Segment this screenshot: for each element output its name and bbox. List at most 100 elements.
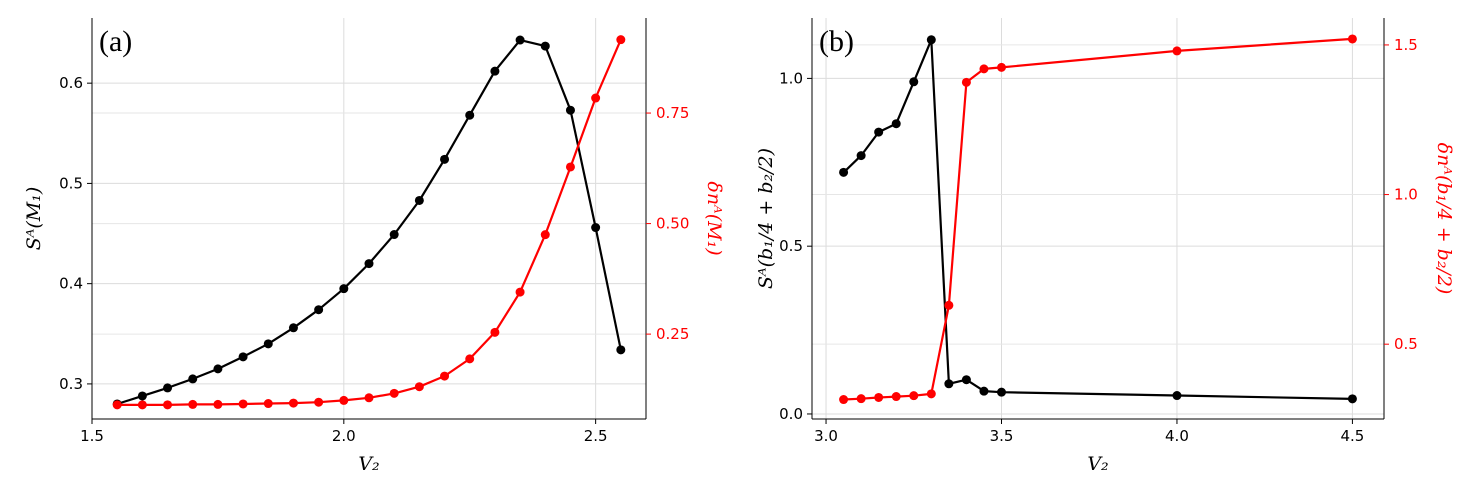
black-series-point <box>944 379 954 389</box>
y-tick-label: 0.3 <box>59 375 83 393</box>
red-series-point <box>263 399 273 409</box>
y2-axis-label: δnᴬ(b₁/4 + b₂/2) <box>1433 143 1455 295</box>
red-series-point <box>238 399 248 409</box>
red-series-line <box>843 37 1353 401</box>
x-tick-label: 3.0 <box>814 427 838 445</box>
red-series-point <box>137 400 147 410</box>
red-series-point <box>339 395 349 405</box>
black-series-point <box>961 375 971 385</box>
panel-a: 1.5 2.0 2.5 0.3 0.4 0.5 0.6 0.25 0.50 0.75 V₂ Sᴬ(M₁… <box>23 18 725 475</box>
black-series-point <box>591 223 601 233</box>
black-series-point <box>616 345 626 355</box>
x-tick-label: 4.5 <box>1340 427 1364 445</box>
red-series-point <box>414 382 424 392</box>
black-series-point <box>440 154 450 164</box>
red-series-point <box>188 399 198 409</box>
x-axis-label: V₂ <box>1087 453 1108 475</box>
y2-axis-label: δnᴬ(M₁) <box>703 181 725 255</box>
y2-tick-label: 0.25 <box>656 325 689 343</box>
x-tick-label: 4.0 <box>1165 427 1189 445</box>
black-series-point <box>839 167 849 177</box>
black-series-point <box>540 41 550 51</box>
y2-tick-label: 0.50 <box>656 215 689 233</box>
black-series-point <box>1172 391 1182 401</box>
black-series-point <box>996 387 1006 397</box>
red-series-point <box>389 388 399 398</box>
red-series-point <box>926 389 936 399</box>
x-tick-label: 2.0 <box>332 427 356 445</box>
y-tick-label: 0.5 <box>59 174 83 192</box>
red-series-point <box>1172 46 1182 56</box>
x-axis-label: V₂ <box>358 453 379 475</box>
black-series-point <box>364 259 374 269</box>
black-series-point <box>339 284 349 294</box>
red-series-point <box>961 77 971 87</box>
x-tick-label: 3.5 <box>990 427 1014 445</box>
black-series-point <box>213 364 223 374</box>
red-series-point <box>909 391 919 401</box>
black-series-line <box>116 38 622 406</box>
red-series-point <box>490 327 500 337</box>
black-series-point <box>163 383 173 393</box>
red-series-line <box>117 39 622 406</box>
red-series-point <box>288 398 298 408</box>
black-series-point <box>314 305 324 315</box>
black-series-line <box>842 38 1353 400</box>
y2-tick-label: 0.5 <box>1394 335 1418 353</box>
black-series-point <box>414 195 424 205</box>
y-tick-label: 0.5 <box>779 237 803 255</box>
red-series-point <box>996 62 1006 72</box>
red-series-point <box>856 394 866 404</box>
black-series-point <box>856 151 866 161</box>
red-series-point <box>874 392 884 402</box>
black-series-point <box>288 323 298 333</box>
red-series-point <box>163 400 173 410</box>
black-series-point <box>1347 394 1357 404</box>
red-series-point <box>616 35 626 45</box>
black-series-point <box>137 391 147 401</box>
black-series-point <box>188 374 198 384</box>
y-tick-label: 1.0 <box>779 69 803 87</box>
red-series-point <box>112 400 122 410</box>
panel-label: (b) <box>819 25 854 58</box>
black-series-point <box>874 127 884 137</box>
y2-tick-label: 1.0 <box>1394 186 1418 204</box>
black-series-point <box>490 66 500 76</box>
panel-label: (a) <box>99 25 132 58</box>
black-series-point <box>238 352 248 362</box>
black-series-point <box>263 339 273 349</box>
black-series-point <box>891 119 901 129</box>
red-series-point <box>540 230 550 240</box>
x-tick-label: 1.5 <box>80 427 104 445</box>
red-series-point <box>465 354 475 364</box>
x-tick-label: 2.5 <box>584 427 608 445</box>
red-series-point <box>979 64 989 74</box>
black-series-point <box>515 35 525 45</box>
y-axis-label: Sᴬ(M₁) <box>23 187 45 251</box>
red-series-point <box>591 93 601 103</box>
y2-tick-label: 1.5 <box>1394 36 1418 54</box>
red-series-point <box>944 300 954 310</box>
black-series-point <box>565 105 575 115</box>
black-series-point <box>979 386 989 396</box>
y-axis-label: Sᴬ(b₁/4 + b₂/2) <box>755 148 777 289</box>
red-series-point <box>839 395 849 405</box>
y-tick-label: 0.6 <box>59 74 83 92</box>
black-series-point <box>926 35 936 45</box>
red-series-point <box>891 392 901 402</box>
black-series-point <box>909 77 919 87</box>
red-series-point <box>565 162 575 172</box>
panel-b: 3.0 3.5 4.0 4.5 0.0 0.5 1.0 0.5 1.0 1.5 V₂ Sᴬ(b₁/4 … <box>755 18 1455 475</box>
y2-tick-label: 0.75 <box>656 104 689 122</box>
y-tick-label: 0.4 <box>59 275 83 293</box>
y-tick-label: 0.0 <box>779 405 803 423</box>
red-series-point <box>314 397 324 407</box>
black-series-point <box>465 110 475 120</box>
red-series-point <box>1347 34 1357 44</box>
red-series-point <box>515 287 525 297</box>
red-series-point <box>213 399 223 409</box>
red-series-point <box>440 371 450 381</box>
black-series-point <box>389 230 399 240</box>
red-series-point <box>364 393 374 403</box>
